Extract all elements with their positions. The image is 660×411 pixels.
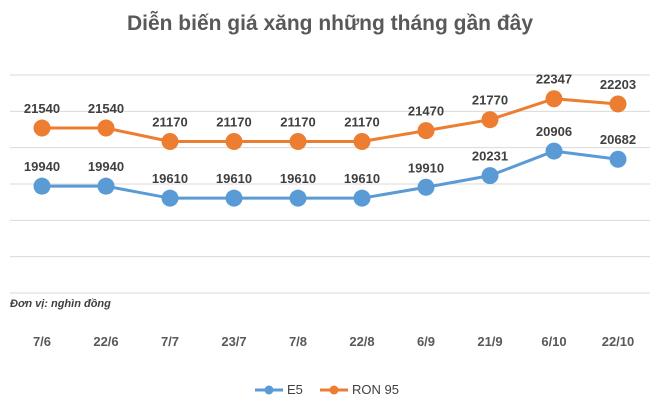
series-line <box>42 97 619 143</box>
data-point <box>289 132 307 150</box>
data-point <box>33 177 51 195</box>
data-point <box>97 177 115 195</box>
legend-marker <box>264 385 274 395</box>
gridlines <box>10 74 650 294</box>
data-labels: 19940 19940 19610 19610 19610 19610 19910 20231… <box>24 72 636 186</box>
data-label: 21540 <box>88 101 124 116</box>
x-tick-label: 22/8 <box>349 334 374 349</box>
data-label: 21170 <box>152 114 187 129</box>
series-e5 <box>33 142 627 207</box>
x-tick-label: 6/10 <box>541 334 566 349</box>
data-point <box>545 142 563 160</box>
data-label: 19610 <box>344 171 380 186</box>
x-tick-label: 21/9 <box>477 334 502 349</box>
x-tick-label: 7/6 <box>33 334 51 349</box>
data-label: 19610 <box>152 171 188 186</box>
series-ron-95 <box>33 90 627 150</box>
data-point <box>609 150 627 168</box>
data-point <box>417 178 435 196</box>
data-point <box>97 119 115 137</box>
data-point <box>161 132 179 150</box>
x-tick-label: 7/7 <box>161 334 179 349</box>
data-label: 21170 <box>280 114 315 129</box>
data-label: 19940 <box>24 159 60 174</box>
data-label: 20682 <box>600 132 636 147</box>
x-axis-tick-labels: 7/6 22/6 7/7 23/7 7/8 22/8 6/9 21/9 6/10 22/10 <box>33 334 634 349</box>
data-point <box>225 189 243 207</box>
data-label: 21170 <box>216 114 251 129</box>
data-point <box>609 95 627 113</box>
data-point <box>353 132 371 150</box>
unit-note: Đơn vị: nghìn đồng <box>10 298 111 310</box>
data-point <box>161 189 179 207</box>
data-point <box>417 122 435 140</box>
data-point <box>289 189 307 207</box>
legend-item-e5: E5 <box>255 382 303 397</box>
data-label: 19610 <box>216 171 252 186</box>
data-label: 20231 <box>472 149 508 164</box>
data-point <box>481 167 499 185</box>
data-label: 19610 <box>280 171 316 186</box>
data-point <box>353 189 371 207</box>
x-tick-label: 7/8 <box>289 334 307 349</box>
data-point <box>33 119 51 137</box>
data-label: 20906 <box>536 124 572 139</box>
data-point <box>481 111 499 129</box>
x-tick-label: 22/10 <box>602 334 635 349</box>
data-label: 21170 <box>344 114 379 129</box>
data-label: 22203 <box>600 77 636 92</box>
chart-title: Diễn biến giá xăng những tháng gần đây <box>127 11 533 35</box>
data-label: 21540 <box>24 101 60 116</box>
data-label: 21770 <box>472 93 508 108</box>
legend: E5 RON 95 <box>255 382 399 397</box>
x-tick-label: 23/7 <box>221 334 246 349</box>
legend-marker <box>329 385 339 395</box>
series-line <box>42 149 619 200</box>
data-label: 22347 <box>536 72 572 87</box>
data-label: 19910 <box>408 160 444 175</box>
data-point <box>545 90 563 108</box>
legend-label: E5 <box>287 382 303 397</box>
series-lines <box>33 90 627 207</box>
legend-label: RON 95 <box>352 382 399 397</box>
x-tick-label: 6/9 <box>417 334 435 349</box>
legend-item-ron-95: RON 95 <box>320 382 399 397</box>
x-tick-label: 22/6 <box>93 334 118 349</box>
data-point <box>225 132 243 150</box>
data-label: 19940 <box>88 159 124 174</box>
data-label: 21470 <box>408 104 444 119</box>
